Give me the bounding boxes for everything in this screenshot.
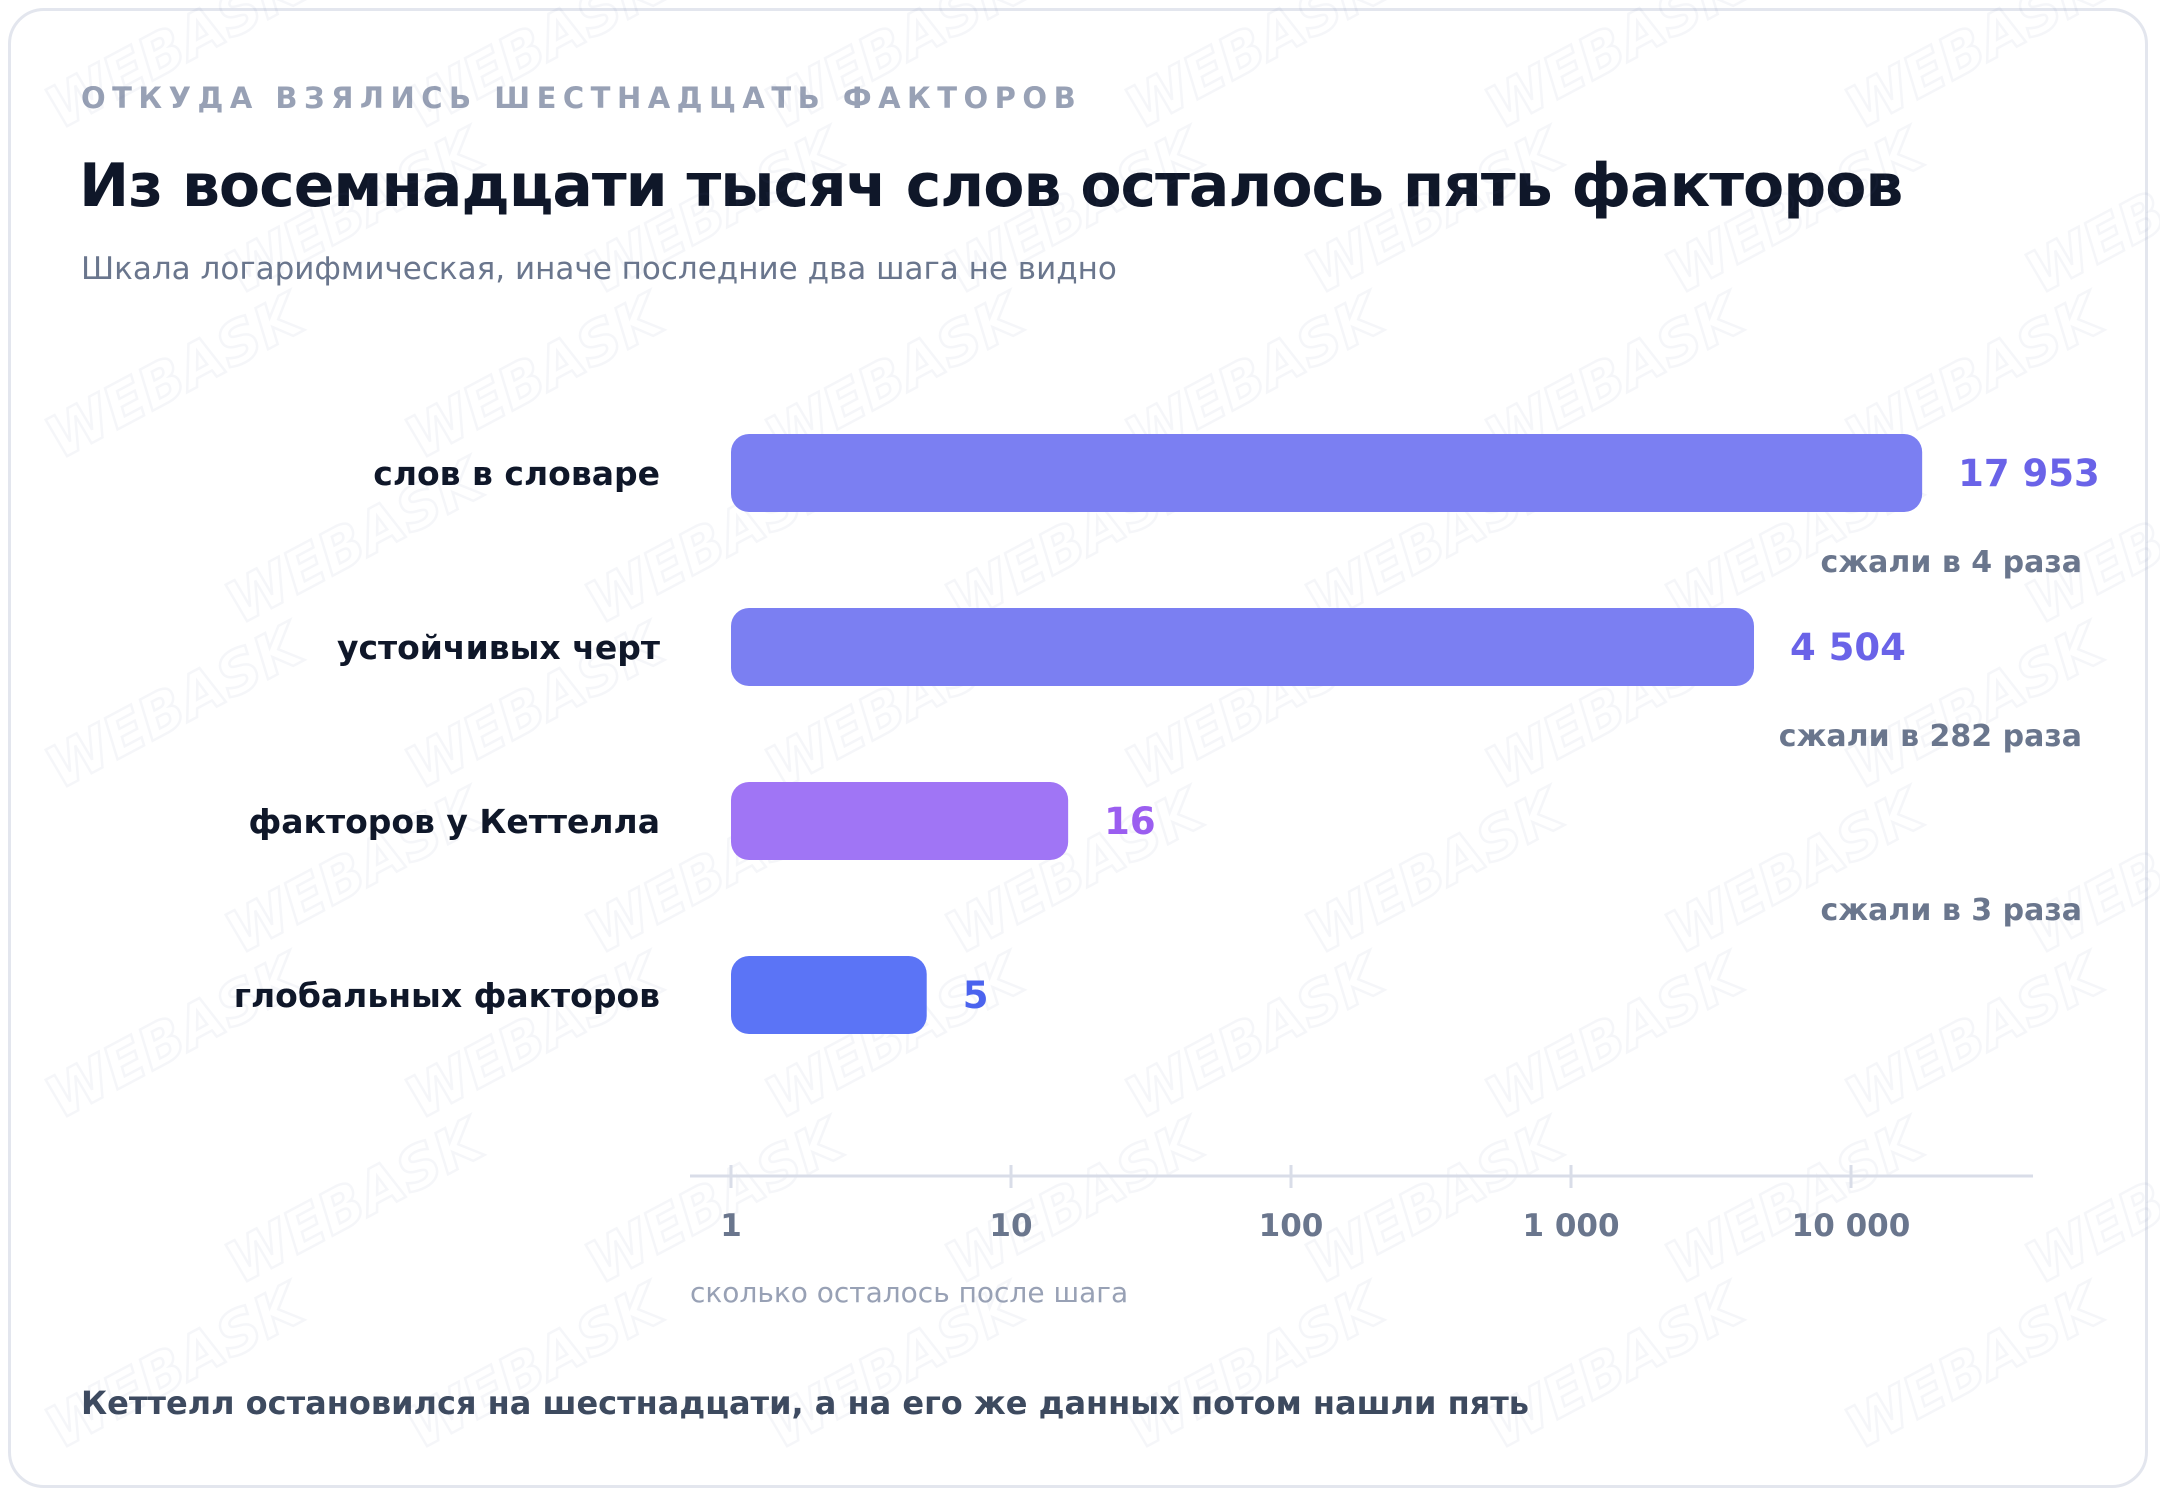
watermark-text: WEBASK: [35, 279, 317, 472]
watermark-text: WEBASK: [1115, 1269, 1397, 1462]
watermark-text: WEBASK: [1835, 1269, 2117, 1462]
watermark-text: WEBASK: [35, 609, 317, 802]
x-axis-title: сколько осталось после шага: [690, 1276, 1128, 1309]
watermark-text: WEBASK: [1115, 939, 1397, 1132]
x-tick-label: 1: [720, 1208, 742, 1244]
chart-footer: Кеттелл остановился на шестнадцати, а на…: [81, 1384, 1530, 1422]
step-annotation: сжали в 4 раза: [1821, 545, 2082, 580]
bar: [731, 608, 1755, 686]
watermark-text: WEBASK: [1295, 1104, 1577, 1297]
watermark-text: WEBASK: [2015, 1104, 2160, 1297]
kicker: ОТКУДА ВЗЯЛИСЬ ШЕСТНАДЦАТЬ ФАКТОРОВ: [81, 81, 1083, 115]
watermark-text: WEBASK: [1115, 0, 1397, 142]
watermark-text: WEBASK: [2015, 114, 2160, 307]
watermark-text: WEBASK: [395, 279, 677, 472]
watermark-text: WEBASK: [1835, 939, 2117, 1132]
watermark-text: WEBASK: [755, 0, 1037, 142]
category-label: факторов у Кеттелла: [249, 802, 660, 841]
bar: [731, 782, 1069, 860]
x-tick-label: 100: [1259, 1208, 1324, 1244]
watermark-text: WEBASK: [215, 114, 497, 307]
watermark-text: WEBASK: [1655, 1104, 1937, 1297]
watermark-text: WEBASK: [35, 939, 317, 1132]
watermark-text: WEBASK: [1475, 1269, 1757, 1462]
watermark-text: WEBASK: [575, 114, 857, 307]
watermark-text: WEBASK: [35, 1269, 317, 1462]
category-label: устойчивых черт: [337, 628, 660, 667]
watermark-text: WEBASK: [395, 1269, 677, 1462]
category-label: глобальных факторов: [234, 976, 660, 1015]
chart-title: Из восемнадцати тысяч слов осталось пять…: [79, 151, 1903, 221]
bar: [731, 434, 1923, 512]
chart-subtitle: Шкала логарифмическая, иначе последние д…: [81, 251, 1117, 287]
x-tick-label: 10: [989, 1208, 1032, 1244]
watermark-text: WEBASK: [215, 1104, 497, 1297]
watermark-text: WEBASK: [1295, 774, 1577, 967]
watermark-text: WEBASK: [395, 939, 677, 1132]
data-label: 5: [963, 974, 989, 1017]
watermark-text: WEBASK: [395, 0, 677, 142]
watermark-text: WEBASK: [1835, 0, 2117, 142]
watermark-text: WEBASK: [1475, 0, 1757, 142]
data-label: 4 504: [1790, 626, 1906, 669]
step-annotation: сжали в 282 раза: [1779, 719, 2082, 754]
data-label: 17 953: [1958, 452, 2100, 495]
watermark-text: WEBASK: [1475, 939, 1757, 1132]
watermark-text: WEBASK: [2015, 774, 2160, 967]
step-annotation: сжали в 3 раза: [1821, 893, 2082, 928]
watermark-text: WEBASK: [1295, 114, 1577, 307]
category-label: слов в словаре: [373, 454, 660, 493]
watermark-text: WEBASK: [35, 0, 317, 142]
watermark-text: WEBASK: [1655, 114, 1937, 307]
watermark-text: WEBASK: [935, 1104, 1217, 1297]
watermark-text: WEBASK: [935, 114, 1217, 307]
bar: [731, 956, 927, 1034]
x-tick-label: 1 000: [1522, 1208, 1619, 1244]
data-label: 16: [1104, 800, 1156, 843]
x-tick-label: 10 000: [1792, 1208, 1911, 1244]
watermark-text: WEBASK: [1655, 774, 1937, 967]
watermark-text: WEBASK: [575, 1104, 857, 1297]
chart-card: ОТКУДА ВЗЯЛИСЬ ШЕСТНАДЦАТЬ ФАКТОРОВ Из в…: [8, 8, 2148, 1488]
